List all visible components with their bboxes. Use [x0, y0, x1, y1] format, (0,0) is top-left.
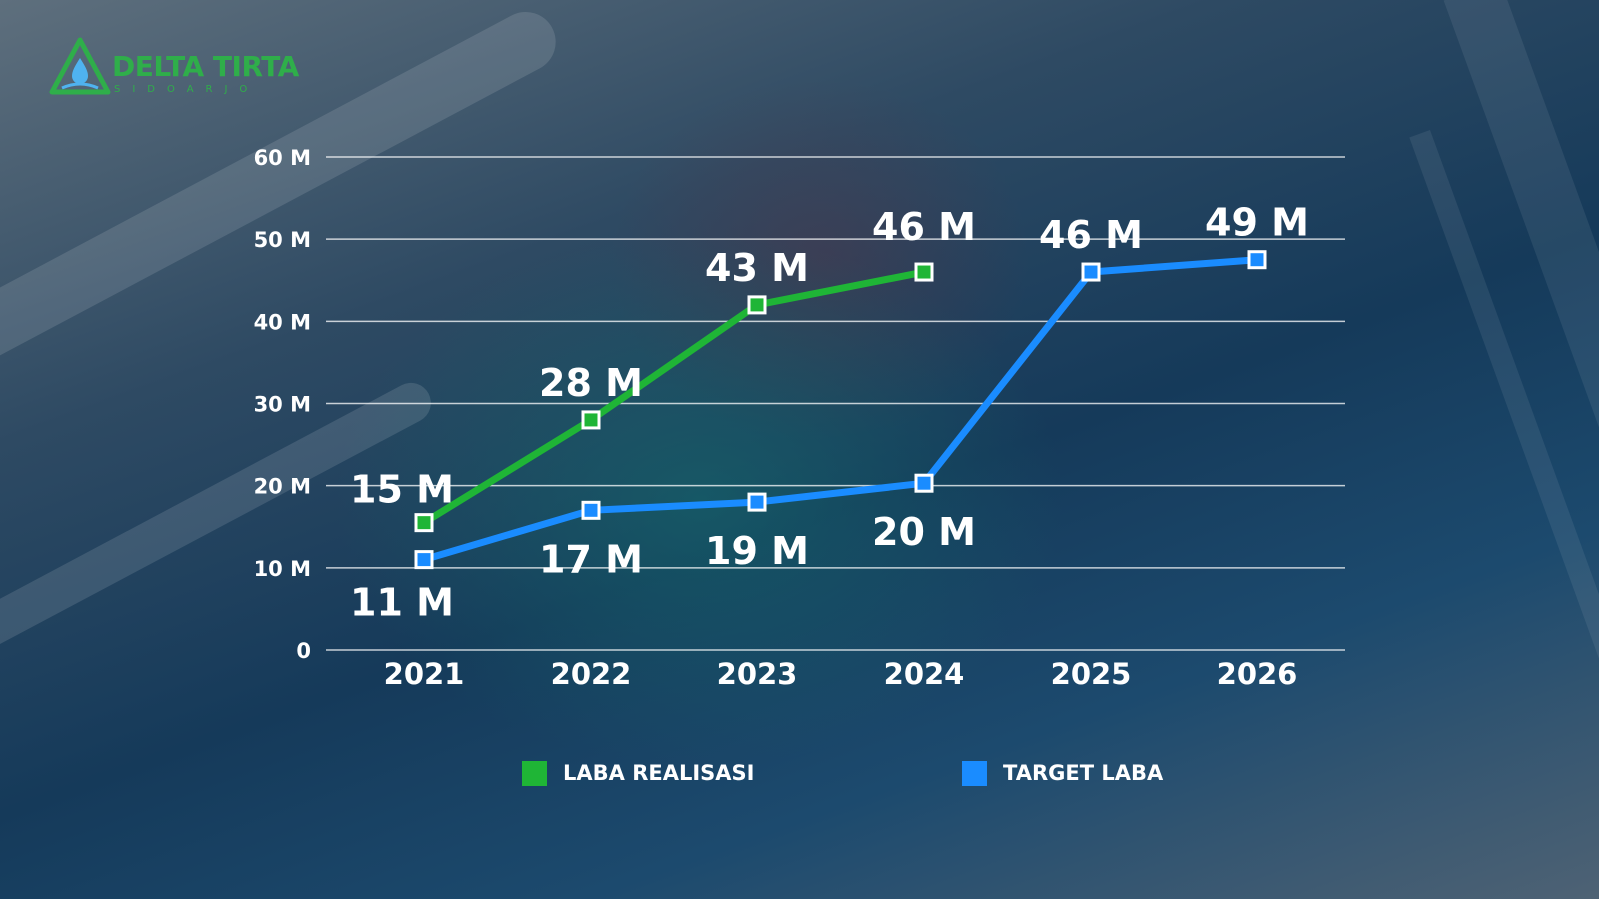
grid-lines [326, 156, 1345, 651]
y-tick-label: 40 M [254, 310, 311, 334]
data-point-marker [414, 513, 434, 533]
legend-item-target-laba: TARGET LABA [962, 758, 1163, 788]
series-lines [414, 250, 1267, 570]
series-line [420, 256, 1261, 564]
data-labels: 15 M 28 M 43 M 46 M 11 M 17 M 19 M 20 M 46 M 49 M [350, 201, 1309, 625]
data-label: 28 M [539, 361, 643, 405]
legend-label-target: TARGET LABA [1003, 761, 1164, 785]
legend-swatch-realisasi [522, 760, 547, 786]
x-tick-label: 2023 [717, 657, 798, 691]
y-tick-label: 50 M [254, 228, 311, 252]
legend-label-realisasi: LABA REALISASI [563, 761, 755, 785]
y-axis-ticks: 0 10 M 20 M 30 M 40 M 50 M 60 M [254, 146, 311, 663]
data-point-marker [414, 550, 434, 570]
legend-item-laba-realisasi: LABA REALISASI [522, 758, 754, 788]
data-point-marker [747, 492, 767, 512]
data-label: 46 M [1039, 213, 1143, 257]
data-point-marker [1081, 262, 1101, 282]
delta-tirta-logo: DELTA TIRTA SIDOARJO [48, 36, 308, 100]
y-tick-label: 0 [296, 639, 311, 663]
data-point-marker [747, 295, 767, 315]
x-tick-label: 2021 [384, 657, 465, 691]
data-point-marker [581, 500, 601, 520]
data-label: 17 M [539, 537, 643, 581]
water-drop-logo-icon [49, 37, 111, 95]
data-label: 46 M [872, 205, 976, 249]
series-line [420, 268, 928, 527]
logo-name: DELTA TIRTA [112, 50, 299, 83]
data-label: 43 M [705, 246, 809, 290]
logo-subtitle: SIDOARJO [114, 84, 260, 95]
data-point-marker [914, 262, 934, 282]
x-tick-label: 2026 [1217, 657, 1298, 691]
data-label: 20 M [872, 510, 976, 554]
x-tick-label: 2022 [551, 657, 632, 691]
x-tick-label: 2025 [1051, 657, 1132, 691]
data-label: 49 M [1205, 201, 1309, 245]
data-point-marker [1247, 250, 1267, 270]
y-tick-label: 20 M [254, 475, 311, 499]
x-tick-label: 2024 [884, 657, 965, 691]
y-tick-label: 10 M [254, 557, 311, 581]
data-label: 11 M [350, 581, 454, 625]
data-label: 19 M [705, 529, 809, 573]
y-tick-label: 30 M [254, 393, 311, 417]
data-point-marker [914, 473, 934, 493]
data-point-marker [581, 410, 601, 430]
x-axis-ticks: 2021 2022 2023 2024 2025 2026 [384, 657, 1298, 691]
legend-swatch-target [962, 760, 987, 786]
data-label: 15 M [350, 468, 454, 512]
y-tick-label: 60 M [254, 146, 311, 170]
